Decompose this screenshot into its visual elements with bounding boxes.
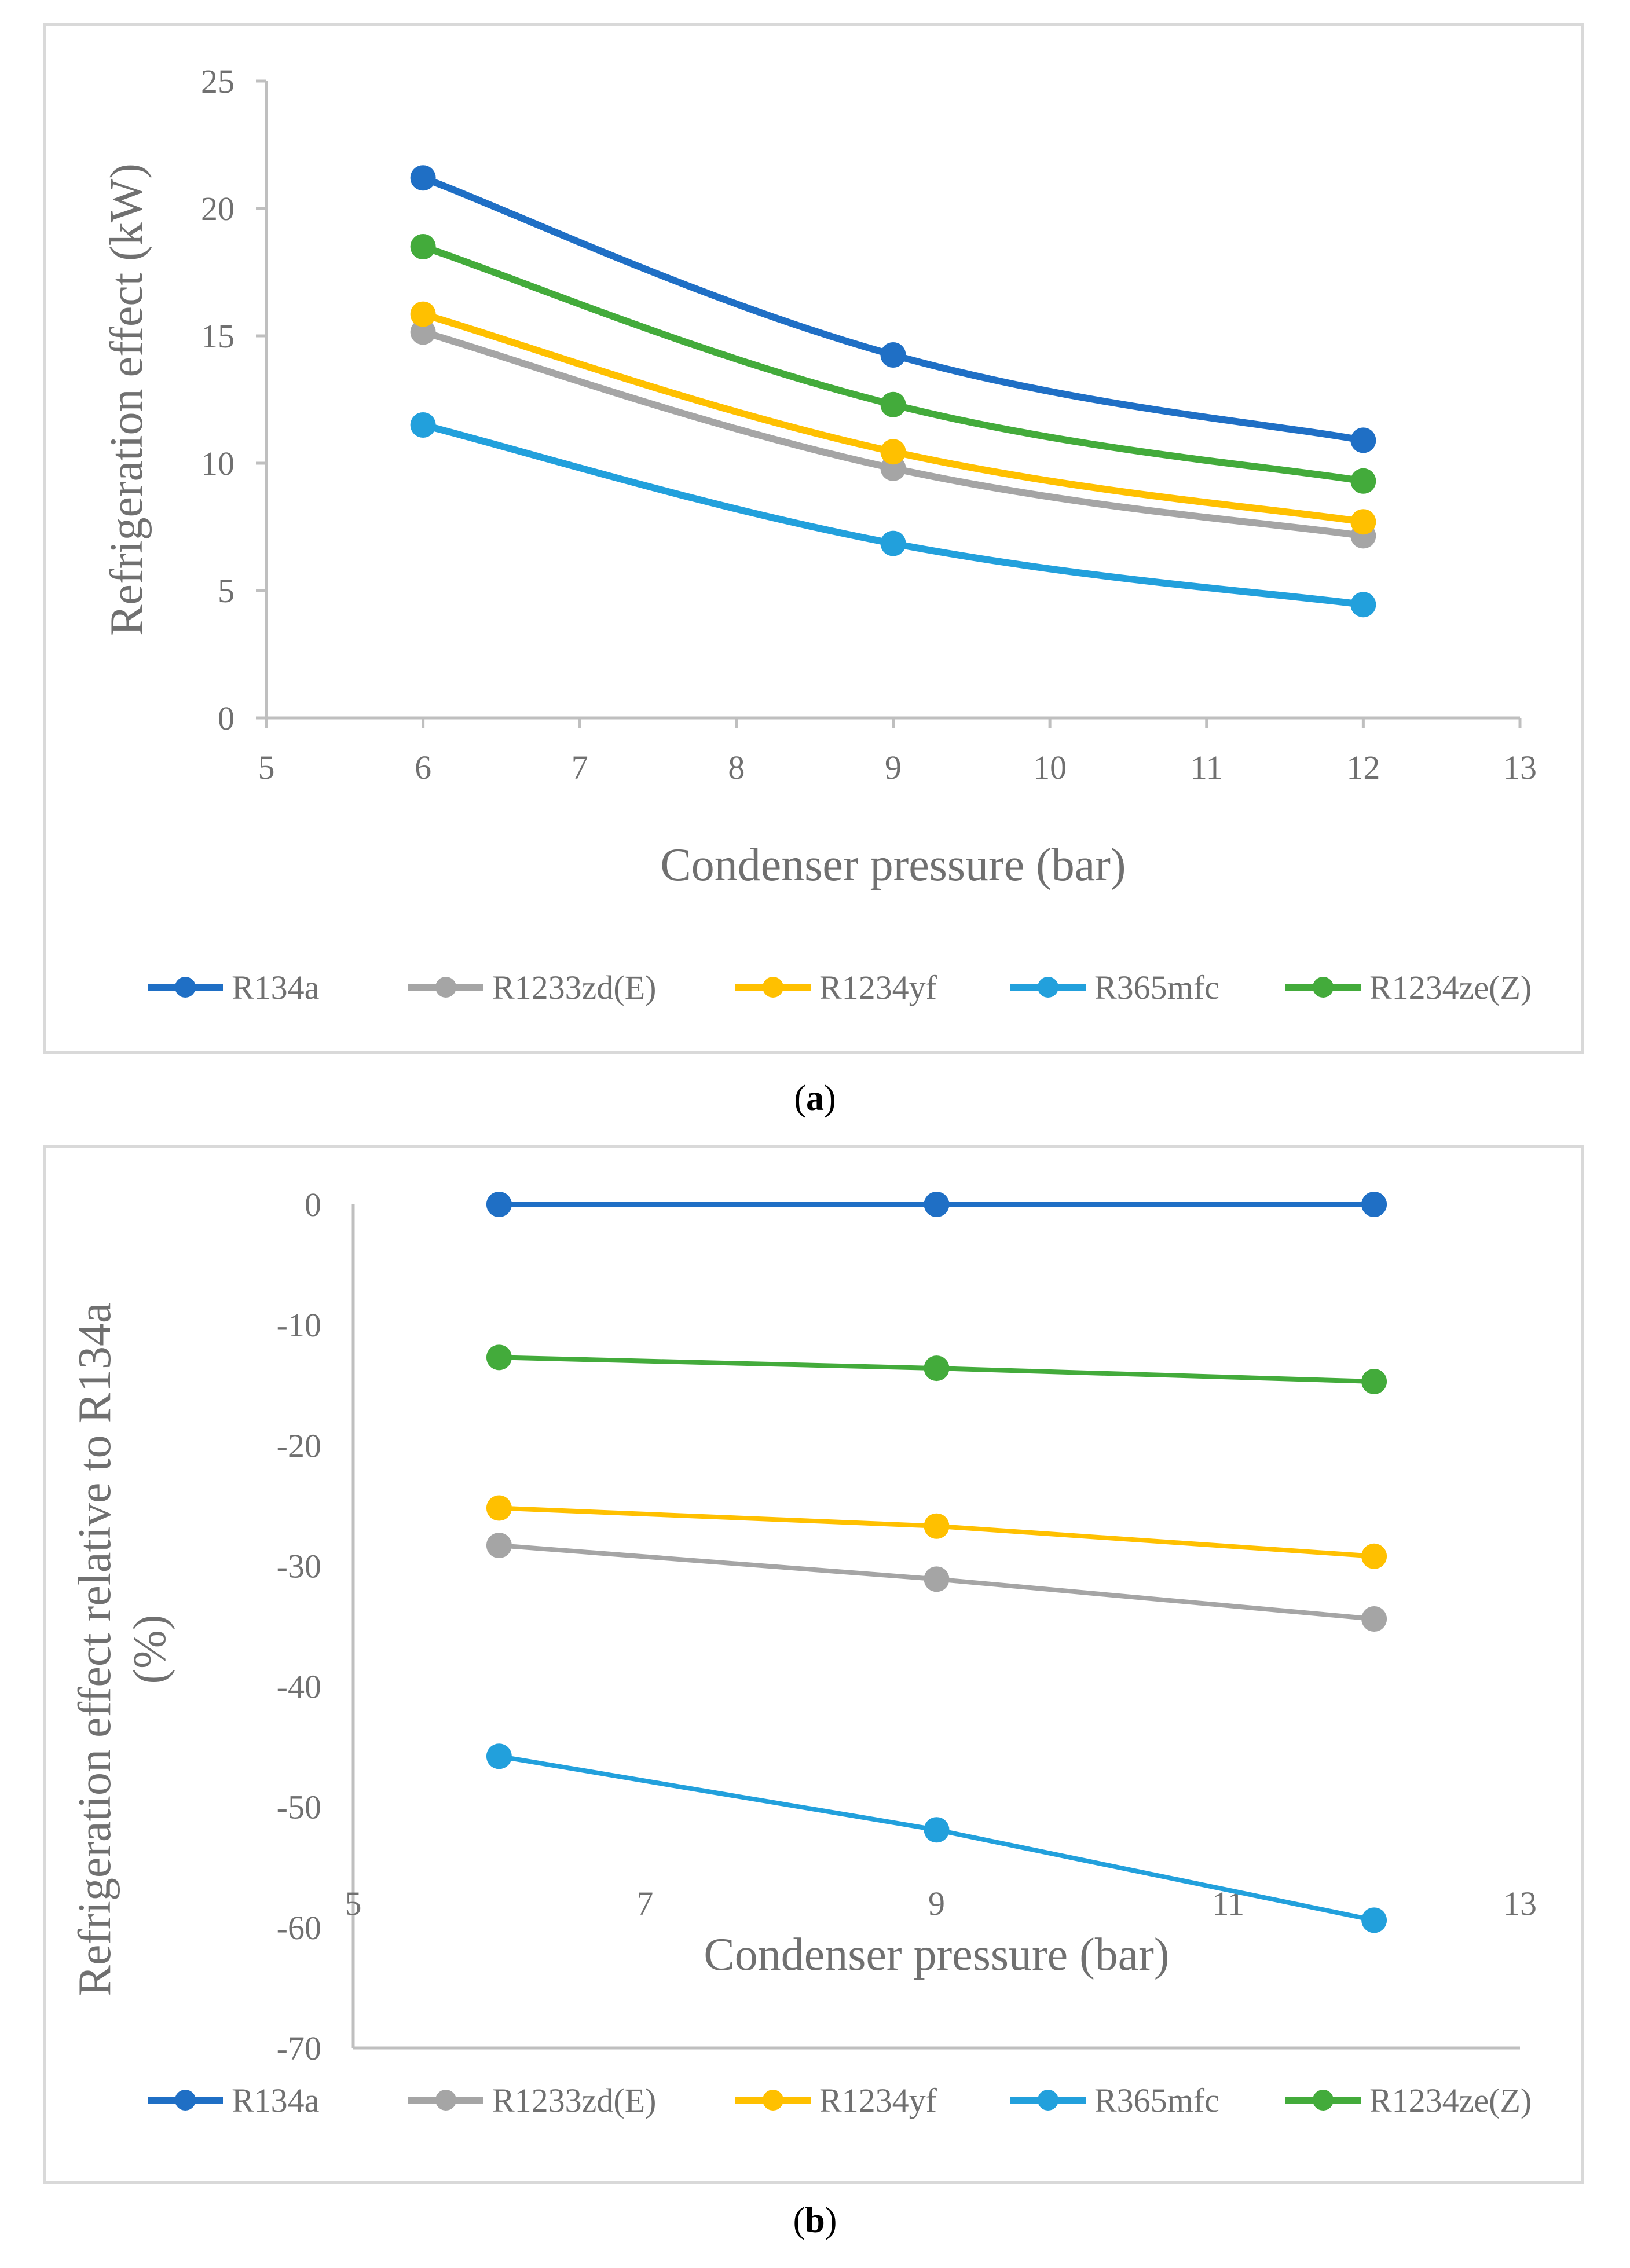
data-point <box>410 234 436 259</box>
data-point <box>486 1495 512 1521</box>
data-point <box>880 342 906 368</box>
data-point <box>924 1355 950 1382</box>
data-point <box>410 412 436 438</box>
data-point <box>880 391 906 417</box>
chart-b-frame: 0 -10 -20 -30 -40 -50 -60 -70 5 7 9 11 13 Condenser p… <box>43 1145 1584 2184</box>
legend-swatch-marker <box>763 2090 783 2111</box>
data-point <box>1361 1543 1387 1569</box>
data-point <box>410 319 436 345</box>
data-point <box>924 1192 950 1217</box>
data-point <box>880 530 906 556</box>
data-point <box>1361 1606 1387 1632</box>
legend-swatch-marker <box>1038 2090 1058 2111</box>
legend-swatch-marker <box>1038 977 1058 998</box>
data-point <box>1350 468 1376 494</box>
legend-label: R365mfc <box>1094 2082 1219 2119</box>
data-point <box>486 1743 512 1769</box>
data-point <box>880 439 906 465</box>
data-point <box>1350 592 1376 618</box>
y-axis-title-line1: Refrigeration effect relative to R134a <box>69 1302 120 1996</box>
x-tick-label: 13 <box>1503 1885 1537 1922</box>
x-tick-label: 9 <box>885 749 902 786</box>
y-tick-label: 20 <box>201 190 235 228</box>
chart-a-frame: 0 5 10 15 20 25 5 6 7 8 9 10 11 12 13 Condenser pressur… <box>43 23 1584 1054</box>
legend-label: R1233zd(E) <box>492 969 657 1006</box>
data-point <box>486 1533 512 1559</box>
panel-label-a: (a) <box>794 1079 836 1118</box>
y-tick-label: 5 <box>218 572 235 610</box>
x-tick-label: 12 <box>1346 749 1380 786</box>
data-point <box>1350 509 1376 535</box>
y-tick-label: -20 <box>277 1427 321 1464</box>
x-tick-label: 7 <box>572 749 588 786</box>
x-tick-label: 5 <box>345 1885 362 1922</box>
legend-swatch-marker <box>175 977 196 998</box>
x-tick-label: 8 <box>728 749 745 786</box>
y-tick-label: 25 <box>201 63 235 100</box>
x-tick-label: 7 <box>636 1885 653 1922</box>
data-point <box>1361 1907 1387 1933</box>
panel-label-b-text: b <box>805 2201 825 2240</box>
data-point <box>486 1344 512 1371</box>
x-tick-label: 11 <box>1191 749 1223 786</box>
y-axis-title: Refrigeration effect (kW) <box>101 163 152 636</box>
legend-label: R1234ze(Z) <box>1369 969 1532 1006</box>
x-axis-title: Condenser pressure (bar) <box>704 1929 1169 1980</box>
data-point <box>924 1817 950 1843</box>
x-tick-label: 6 <box>415 749 431 786</box>
y-tick-label: -40 <box>277 1668 321 1706</box>
legend-label: R134a <box>232 969 319 1006</box>
y-tick-label: 15 <box>201 317 235 355</box>
data-point <box>410 165 436 191</box>
y-tick-label: 0 <box>218 699 235 737</box>
legend-label: R134a <box>232 2082 319 2119</box>
data-point <box>486 1192 512 1217</box>
y-tick-label: -60 <box>277 1909 321 1947</box>
legend-swatch-marker <box>435 977 456 998</box>
x-tick-label: 5 <box>258 749 275 786</box>
legend-label: R1234ze(Z) <box>1369 2082 1532 2119</box>
legend-swatch-marker <box>1313 2090 1334 2111</box>
y-tick-label: -30 <box>277 1547 321 1585</box>
data-point <box>1361 1192 1387 1217</box>
legend-label: R1234yf <box>819 969 937 1006</box>
y-tick-label: -50 <box>277 1789 321 1826</box>
panel-label-b: (b) <box>793 2201 837 2240</box>
legend-swatch-marker <box>435 2090 456 2111</box>
data-point <box>924 1566 950 1592</box>
data-point <box>410 301 436 327</box>
data-point <box>1350 427 1376 453</box>
legend-swatch-marker <box>1313 977 1334 998</box>
x-axis-title: Condenser pressure (bar) <box>660 840 1126 891</box>
y-tick-label: -10 <box>277 1306 321 1344</box>
legend-label: R365mfc <box>1094 969 1219 1006</box>
y-tick-label: -70 <box>277 2029 321 2067</box>
legend-swatch-marker <box>175 2090 196 2111</box>
y-tick-label: 10 <box>201 445 235 482</box>
data-point <box>924 1513 950 1539</box>
y-tick-label: 0 <box>305 1186 321 1223</box>
x-tick-label: 13 <box>1503 749 1537 786</box>
x-tick-label: 10 <box>1033 749 1067 786</box>
x-tick-label: 9 <box>928 1885 945 1922</box>
panel-label-a-text: a <box>806 1079 824 1118</box>
y-axis-title-line2: (%) <box>124 1615 175 1684</box>
data-point <box>1361 1368 1387 1394</box>
legend-label: R1233zd(E) <box>492 2082 657 2119</box>
legend-label: R1234yf <box>819 2082 937 2119</box>
legend-swatch-marker <box>763 977 783 998</box>
